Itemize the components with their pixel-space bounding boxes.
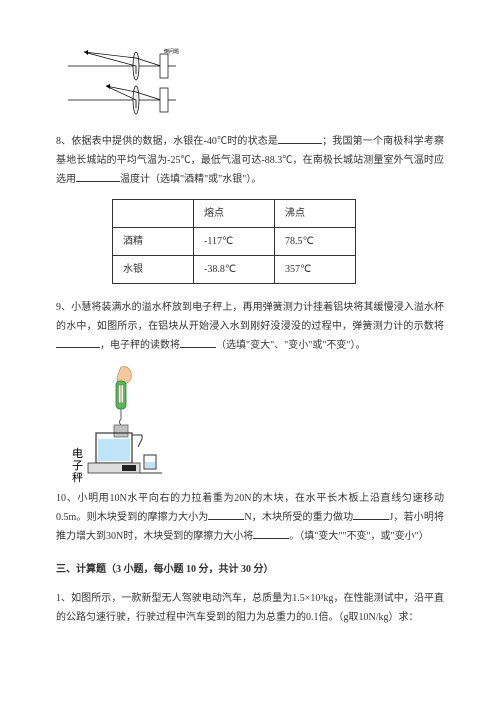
q9-figure: 电 子 秤 [66,365,166,485]
lens-diagram: 倒问题 [66,48,186,118]
q10-blank-1 [208,509,244,520]
table-row: 酒精 -117℃ 78.5℃ [113,228,356,256]
q9-text: 9、小慧将装满水的溢水杯放到电子秤上，再用弹簧测力计挂着铝块将其缓慢浸入溢水杯的… [56,298,444,355]
q9-blank-1 [56,337,100,348]
cell-row1-name: 酒精 [113,228,194,256]
q8-blank-1 [278,133,322,144]
q10-part-b: N，木块所受的重力做功 [244,512,353,523]
cell-row1-c2: 78.5℃ [275,228,356,256]
cell-col1: 熔点 [194,200,275,228]
q8-part-c: 温度计（选填"酒精"或"水银"）。 [120,174,261,185]
cell-row2-c2: 357℃ [275,256,356,284]
q9-fig-label3: 秤 [72,471,83,484]
q9-part-c: （选填"变大"、"变小"或"不变"）。 [216,340,366,351]
q10-blank-3 [253,528,289,539]
q9-part-a: 9、小慧将装满水的溢水杯放到电子秤上，再用弹簧测力计挂着铝块将其缓慢浸入溢水杯的… [56,302,444,332]
table-row: 熔点 沸点 [113,200,356,228]
q8-text: 8、依据表中提供的数据，水银在-40℃时的状态是；我国第一个南极科学考察基地长城… [56,132,444,189]
q10-blank-2 [353,509,389,520]
q8-part-a: 8、依据表中提供的数据，水银在-40℃时的状态是 [56,136,278,147]
q8-blank-2 [76,171,120,182]
cell-row1-c1: -117℃ [194,228,275,256]
calc-q1: 1、如图所示，一款新型无人驾驶电动汽车，总质量为1.5×10³kg，在性能测试中… [56,589,444,627]
cell-col2: 沸点 [275,200,356,228]
q9-blank-2 [180,337,216,348]
table-row: 水银 -38.8℃ 357℃ [113,256,356,284]
cell-empty [113,200,194,228]
q9-fig-label: 电 [72,447,83,460]
q9-fig-label2: 子 [72,459,83,472]
q10-part-d: 。（填"变大""不变"，或"变小"） [289,531,429,542]
q8-table: 熔点 沸点 酒精 -117℃ 78.5℃ 水银 -38.8℃ 357℃ [112,199,356,284]
cell-row2-name: 水银 [113,256,194,284]
section3-title: 三、计算题（3 小题，每小题 10 分，共计 30 分） [56,560,444,579]
cell-row2-c1: -38.8℃ [194,256,275,284]
q9-part-b: ，电子秤的读数将 [100,340,180,351]
q10-text: 10、小明用10N水平向右的力拉着重为20N的木块，在水平长木板上沿直线匀速移动… [56,489,444,546]
fig7-label: 倒问题 [164,48,179,55]
